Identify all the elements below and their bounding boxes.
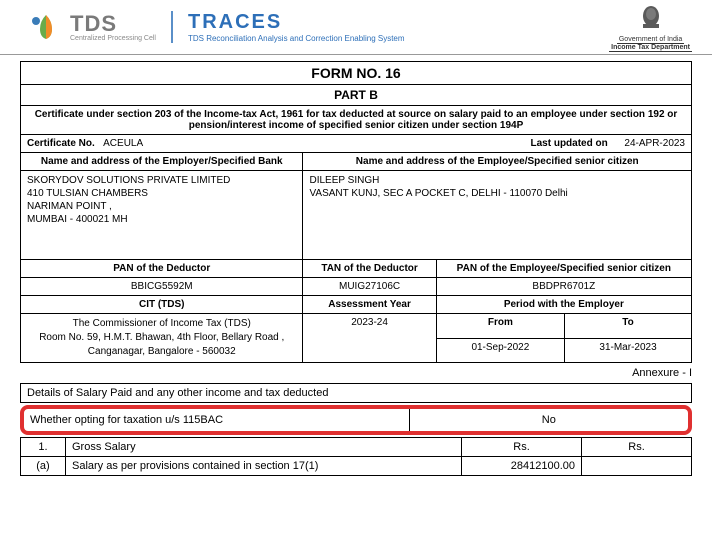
to-header: To (565, 314, 692, 339)
tds-subtitle: Centralized Processing Cell (70, 35, 156, 42)
cit-line3: Canganagar, Bangalore - 560032 (27, 345, 296, 359)
cert-no-value: ACEULA (103, 138, 143, 149)
row-sn: (a) (21, 457, 66, 476)
employee-line2: VASANT KUNJ, SEC A POCKET C, DELHI - 110… (309, 187, 685, 200)
employee-line1: DILEEP SINGH (309, 174, 685, 187)
row-amt2: Rs. (582, 438, 692, 457)
part-title: PART B (21, 85, 692, 106)
traces-subtitle: TDS Reconciliation Analysis and Correcti… (188, 34, 609, 43)
cert-no-label: Certificate No. (27, 138, 95, 149)
row-desc: Gross Salary (66, 438, 462, 457)
row-amt1: Rs. (462, 438, 582, 457)
row-amt2 (582, 457, 692, 476)
tds-title: TDS (70, 13, 156, 35)
employee-address: DILEEP SINGH VASANT KUNJ, SEC A POCKET C… (303, 171, 692, 260)
employer-line4: MUMBAI - 400021 MH (27, 213, 296, 226)
pan-employee-header: PAN of the Employee/Specified senior cit… (436, 260, 691, 278)
row-sn: 1. (21, 438, 66, 457)
cert-info-row: Certificate No. ACEULA Last updated on 2… (21, 135, 692, 153)
details-header-table: Details of Salary Paid and any other inc… (20, 383, 692, 403)
updated-value: 24-APR-2023 (624, 138, 685, 149)
page-header: TDS Centralized Processing Cell TRACES T… (0, 0, 712, 55)
highlighted-row: Whether opting for taxation u/s 115BAC N… (20, 405, 692, 435)
cit-address: The Commissioner of Income Tax (TDS) Roo… (21, 314, 303, 363)
opt-value: No (409, 409, 688, 431)
cert-description: Certificate under section 203 of the Inc… (21, 106, 692, 135)
tan-deductor-header: TAN of the Deductor (303, 260, 436, 278)
employer-line1: SKORYDOV SOLUTIONS PRIVATE LIMITED (27, 174, 296, 187)
pan-deductor-header: PAN of the Deductor (21, 260, 303, 278)
cit-line2: Room No. 59, H.M.T. Bhawan, 4th Floor, B… (27, 331, 296, 345)
opt-label: Whether opting for taxation u/s 115BAC (24, 409, 409, 431)
gov-line2: Income Tax Department (609, 44, 692, 52)
employer-line2: 410 TULSIAN CHAMBERS (27, 187, 296, 200)
gov-line1: Government of India (617, 36, 684, 44)
traces-title: TRACES (188, 12, 609, 32)
annexure-label: Annexure - I (0, 363, 712, 383)
row-desc: Salary as per provisions contained in se… (66, 457, 462, 476)
pan-employee-value: BBDPR6701Z (436, 278, 691, 296)
from-value: 01-Sep-2022 (436, 338, 564, 363)
employer-address: SKORYDOV SOLUTIONS PRIVATE LIMITED 410 T… (21, 171, 303, 260)
tds-logo-icon (30, 11, 62, 43)
ay-header: Assessment Year (303, 296, 436, 314)
to-value: 31-Mar-2023 (565, 338, 692, 363)
updated-label: Last updated on (531, 138, 608, 149)
form-title: FORM NO. 16 (21, 62, 692, 85)
form-table: FORM NO. 16 PART B Certificate under sec… (20, 61, 692, 363)
table-row: 1. Gross Salary Rs. Rs. (21, 438, 692, 457)
employer-line3: NARIMAN POINT , (27, 200, 296, 213)
row-amt1: 28412100.00 (462, 457, 582, 476)
period-header: Period with the Employer (436, 296, 691, 314)
from-header: From (436, 314, 564, 339)
cit-line1: The Commissioner of Income Tax (TDS) (27, 317, 296, 331)
gov-block: Government of India Income Tax Departmen… (609, 2, 692, 52)
employer-header: Name and address of the Employer/Specifi… (21, 153, 303, 171)
pan-deductor-value: BBICG5592M (21, 278, 303, 296)
employee-header: Name and address of the Employee/Specifi… (303, 153, 692, 171)
cit-header: CIT (TDS) (21, 296, 303, 314)
gov-emblem-icon (637, 2, 665, 34)
table-row: (a) Salary as per provisions contained i… (21, 457, 692, 476)
details-header: Details of Salary Paid and any other inc… (21, 384, 692, 403)
ay-value: 2023-24 (303, 314, 436, 363)
tds-logo-block: TDS Centralized Processing Cell (30, 11, 173, 43)
tan-deductor-value: MUIG27106C (303, 278, 436, 296)
salary-table: 1. Gross Salary Rs. Rs. (a) Salary as pe… (20, 437, 692, 476)
